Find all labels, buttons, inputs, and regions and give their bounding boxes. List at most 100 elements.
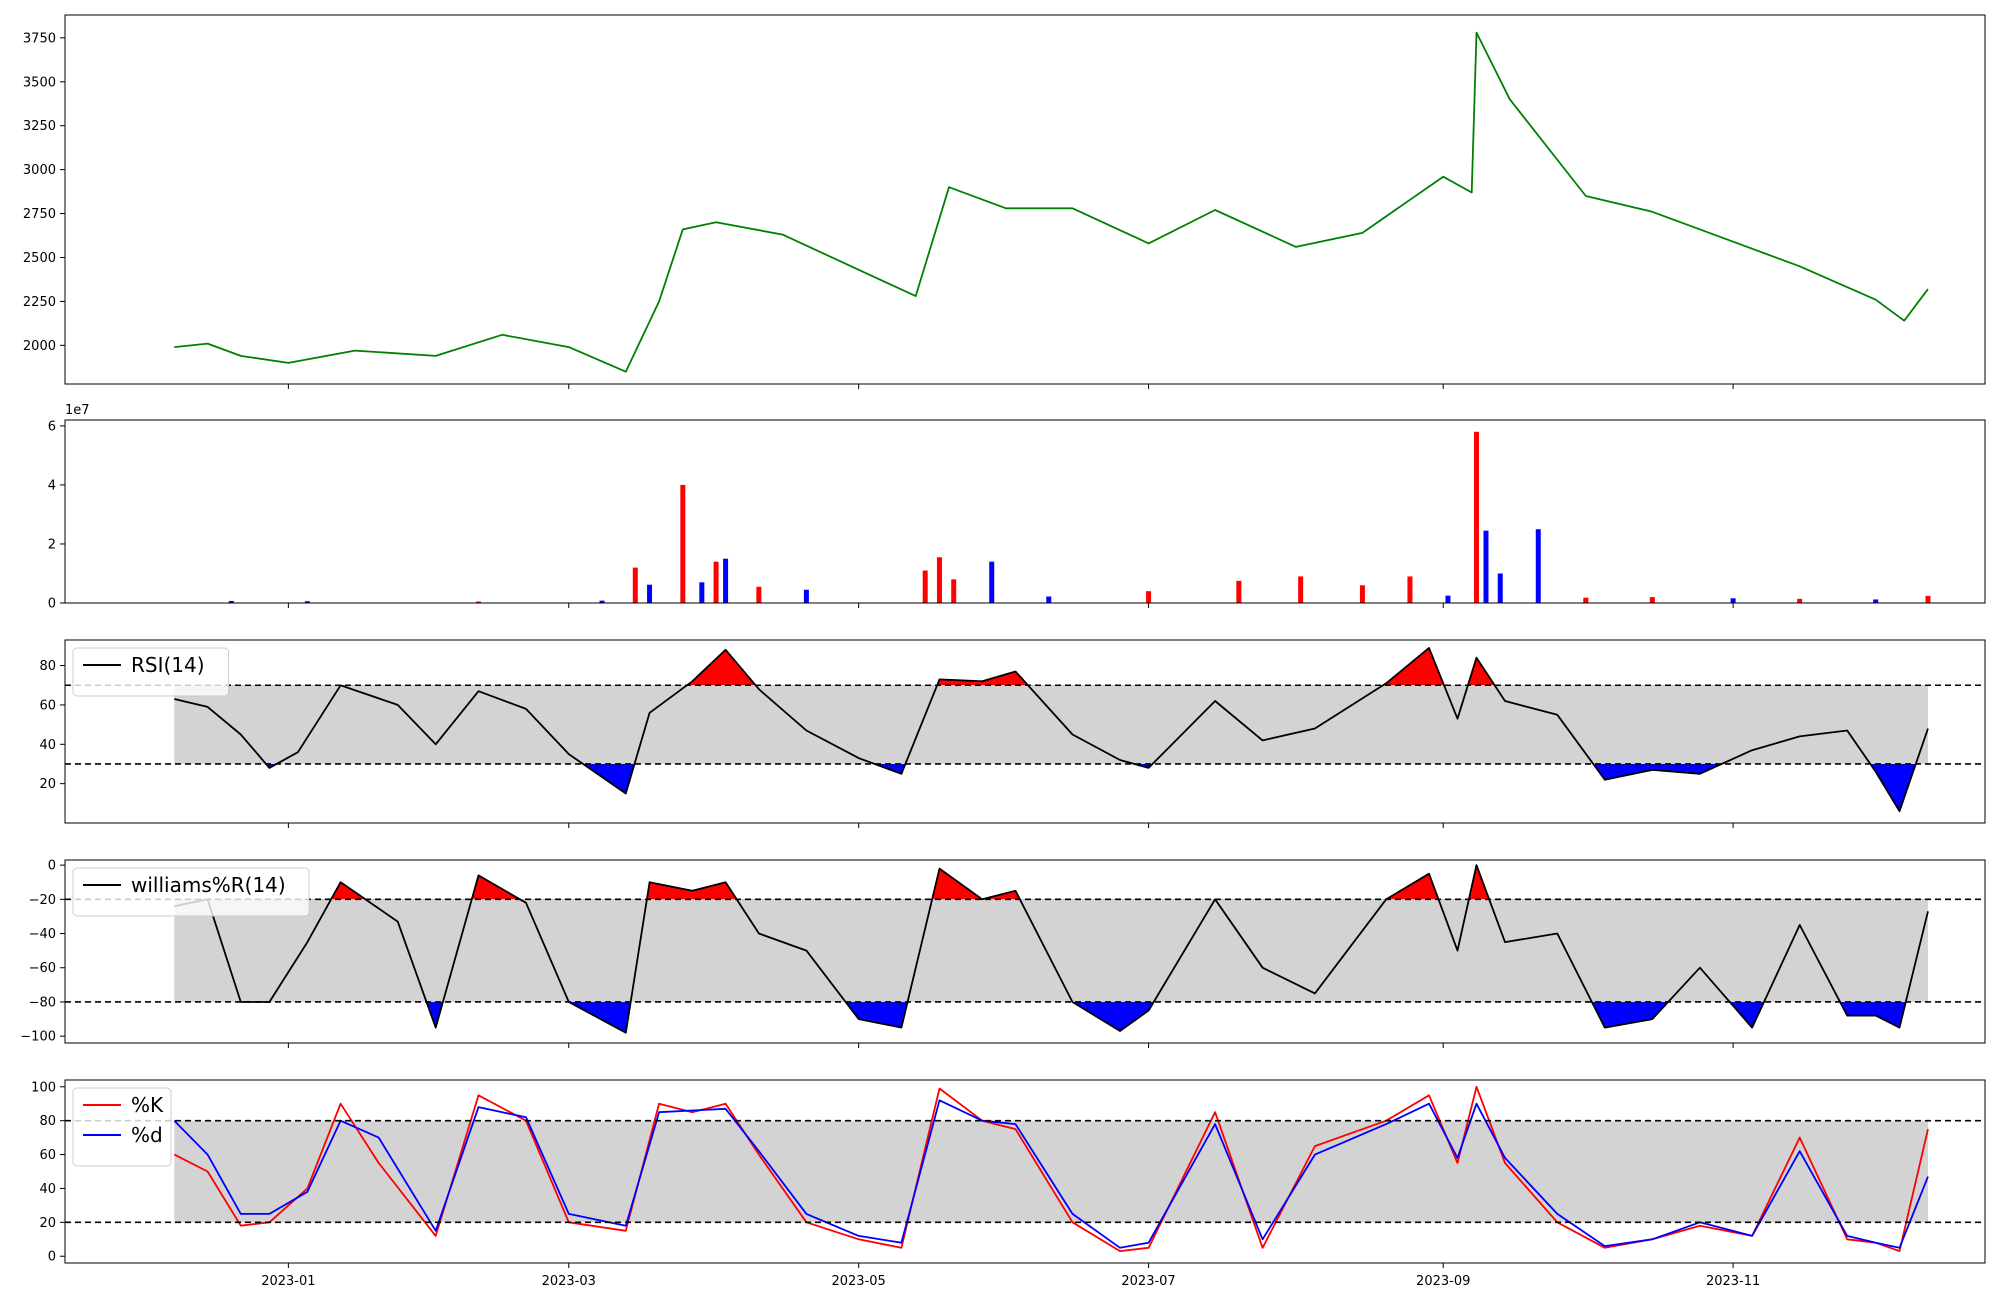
williams-x-axis — [287, 1043, 1734, 1048]
stoch-y-tick-label: 60 — [39, 1148, 56, 1163]
volume-bar — [1359, 585, 1365, 603]
volume-bar — [1046, 596, 1052, 603]
williams-line — [174, 864, 1929, 1034]
stoch-legend-label: %K — [131, 1093, 164, 1117]
williams-band — [174, 899, 1928, 1002]
williams-y-tick-label: −60 — [29, 961, 56, 976]
volume-bar — [475, 601, 481, 603]
volume-bar — [756, 586, 762, 603]
volume-bar — [599, 600, 605, 603]
price-y-tick-label: 3000 — [23, 163, 56, 178]
rsi-legend-box — [72, 647, 229, 697]
williams-overbought-fill — [174, 865, 1928, 900]
volume-y-tick-label: 4 — [48, 478, 56, 493]
williams-y-tick-label: −40 — [29, 927, 56, 942]
stoch-x-tick-label: 2023-09 — [1416, 1274, 1470, 1289]
rsi-legend: RSI(14) — [72, 647, 229, 697]
stoch-frame — [64, 1079, 1986, 1264]
price-line — [174, 31, 1929, 373]
williams-y-axis: 0 −20 −40 −60 −80 −100 — [20, 859, 65, 1045]
volume-bar — [699, 582, 705, 603]
price-y-axis: 2000 2250 2500 2750 3000 3250 3500 3750 — [23, 31, 65, 354]
price-frame — [64, 14, 1986, 385]
stoch-x-tick-label: 2023-07 — [1121, 1274, 1175, 1289]
volume-bar — [680, 484, 686, 603]
stoch-d-line — [173, 1099, 1929, 1249]
price-y-tick-label: 3750 — [23, 31, 56, 46]
price-y-tick-label: 3500 — [23, 75, 56, 90]
williams-y-tick-label: −80 — [29, 995, 56, 1010]
volume-bar — [936, 557, 942, 603]
stoch-x-tick-label: 2023-01 — [261, 1274, 315, 1289]
volume-bar — [1445, 595, 1451, 603]
williams-y-tick-label: −100 — [20, 1030, 56, 1045]
volume-x-axis — [287, 603, 1734, 608]
volume-bar — [304, 601, 310, 603]
williams-legend: williams%R(14) — [72, 867, 310, 917]
stoch-y-tick-label: 0 — [48, 1250, 56, 1265]
volume-y-tick-label: 0 — [48, 597, 56, 612]
stoch-x-tick-label: 2023-05 — [831, 1274, 885, 1289]
price-y-tick-label: 2250 — [23, 295, 56, 310]
rsi-overbought-fill — [686, 647, 1495, 686]
volume-y-axis: 0 2 4 6 — [48, 419, 65, 612]
volume-bar — [1473, 431, 1479, 603]
stoch-y-tick-label: 80 — [39, 1114, 56, 1129]
volume-bar — [1925, 595, 1931, 603]
stoch-band — [174, 1120, 1928, 1223]
volume-bar — [647, 584, 653, 603]
williams-y-tick-label: −20 — [29, 893, 56, 908]
williams-frame — [64, 859, 1986, 1044]
volume-bar — [723, 558, 729, 603]
volume-frame — [64, 419, 1986, 604]
volume-bars — [228, 431, 1931, 603]
stoch-x-axis: 2023-01 2023-03 2023-05 2023-07 2023-09 2023-… — [261, 1263, 1760, 1289]
rsi-y-tick-label: 20 — [39, 777, 56, 792]
volume-bar — [1407, 576, 1413, 603]
volume-bar — [1730, 598, 1736, 603]
rsi-y-tick-label: 80 — [39, 659, 56, 674]
volume-bar — [1497, 573, 1503, 603]
williams-legend-box — [72, 867, 310, 917]
volume-bar — [1483, 530, 1489, 603]
volume-bar — [922, 570, 928, 603]
volume-bar — [1583, 597, 1589, 603]
rsi-y-tick-label: 40 — [39, 738, 56, 753]
stoch-y-tick-label: 20 — [39, 1216, 56, 1231]
rsi-y-tick-label: 60 — [39, 698, 56, 713]
rsi-frame — [64, 639, 1986, 824]
rsi-line — [174, 647, 1929, 813]
stoch-legend-box — [72, 1087, 172, 1167]
price-y-tick-label: 2500 — [23, 251, 56, 266]
stoch-y-tick-label: 100 — [31, 1080, 56, 1095]
volume-bar — [1535, 529, 1541, 603]
volume-bar — [1797, 598, 1803, 603]
volume-bar — [1146, 591, 1152, 603]
stoch-y-tick-label: 40 — [39, 1182, 56, 1197]
volume-bar — [989, 561, 995, 603]
volume-bar — [1298, 576, 1304, 603]
stoch-legend: %K %d — [72, 1087, 172, 1167]
stoch-x-tick-label: 2023-03 — [542, 1274, 596, 1289]
price-x-axis — [287, 384, 1734, 389]
rsi-legend-label: RSI(14) — [131, 653, 205, 677]
price-y-tick-label: 2750 — [23, 207, 56, 222]
williams-legend-label: williams%R(14) — [131, 873, 286, 897]
volume-y-tick-label: 6 — [48, 419, 56, 434]
volume-bar — [632, 567, 638, 603]
volume-y-tick-label: 2 — [48, 537, 56, 552]
price-y-tick-label: 2000 — [23, 339, 56, 354]
volume-bar — [228, 600, 234, 603]
volume-bar — [713, 561, 719, 603]
volume-bar — [1873, 599, 1879, 603]
volume-bar — [803, 589, 809, 603]
volume-offset-label: 1e7 — [65, 403, 90, 418]
volume-bar — [951, 579, 957, 603]
stoch-legend-label: %d — [131, 1123, 163, 1147]
volume-bar — [1649, 597, 1655, 603]
volume-bar — [1236, 580, 1242, 603]
rsi-band — [174, 685, 1928, 764]
rsi-x-axis — [287, 823, 1734, 828]
stoch-y-axis: 0 20 40 60 80 100 — [31, 1080, 65, 1265]
